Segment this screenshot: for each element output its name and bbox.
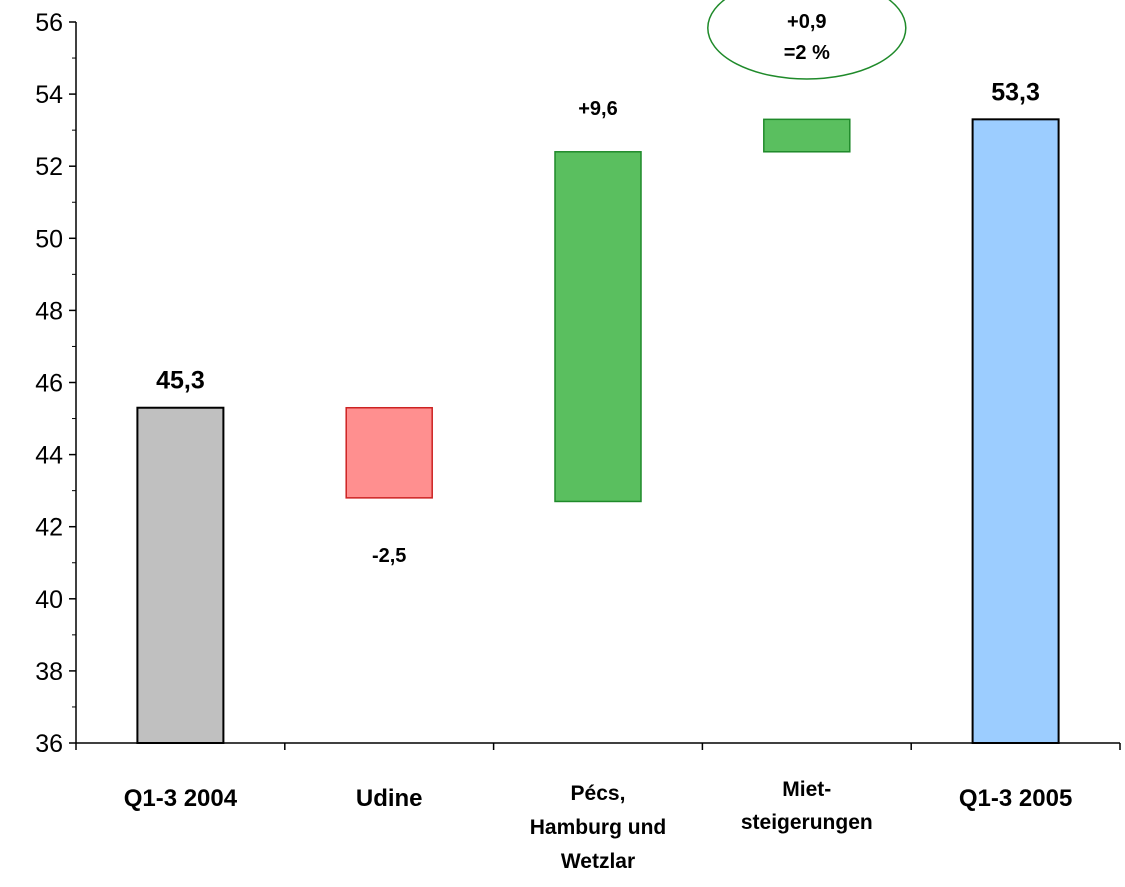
category-label: Pécs, <box>571 782 626 805</box>
y-tick-label: 38 <box>35 658 63 686</box>
bar-value-label: -2,5 <box>372 545 406 567</box>
y-tick-label: 52 <box>35 153 63 181</box>
category-label: Hamburg und <box>530 816 667 839</box>
bar-increase <box>554 151 642 503</box>
annotation-ellipse <box>707 0 907 80</box>
category-label: Q1-3 2005 <box>959 785 1072 812</box>
y-tick-label: 50 <box>35 225 63 253</box>
bar-decrease <box>345 406 433 499</box>
y-tick-label: 54 <box>35 81 63 109</box>
annotation-label: +0,9 <box>787 11 826 33</box>
y-tick-label: 48 <box>35 297 63 325</box>
category-label: steigerungen <box>741 811 873 834</box>
bar-increase <box>763 118 851 153</box>
annotation-label: =2 % <box>784 42 830 64</box>
bar-total <box>971 118 1060 744</box>
category-label: Udine <box>356 785 423 812</box>
y-tick-label: 46 <box>35 370 63 398</box>
y-tick-label: 56 <box>35 9 63 37</box>
bar-value-label: +9,6 <box>578 98 617 120</box>
bar-value-label: 53,3 <box>991 78 1040 106</box>
y-tick-label: 36 <box>35 730 63 758</box>
category-label: Miet- <box>782 778 831 801</box>
bar-value-label: 45,3 <box>156 367 205 395</box>
bar-total <box>136 406 225 744</box>
y-tick-label: 42 <box>35 514 63 542</box>
y-tick-label: 40 <box>35 586 63 614</box>
category-label: Q1-3 2004 <box>124 785 238 812</box>
y-tick-label: 44 <box>35 442 63 470</box>
category-label: Wetzlar <box>561 850 635 873</box>
